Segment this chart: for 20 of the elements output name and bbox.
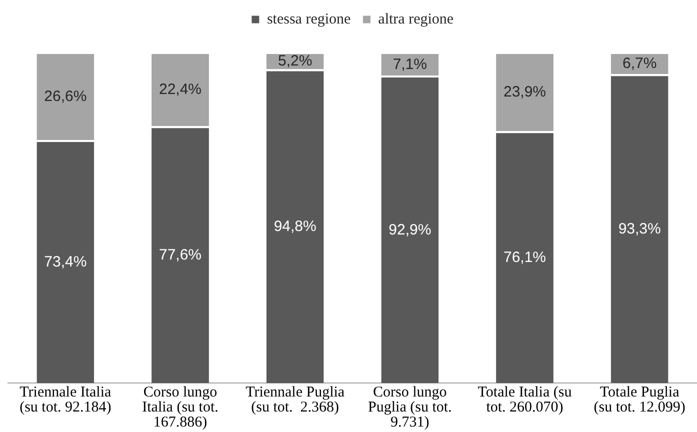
data-label: 7,1% — [392, 56, 428, 73]
x-tick-label: Totale Italia (su tot. 260.070) — [478, 384, 572, 416]
legend-label: altra regione — [378, 11, 454, 28]
data-label: 23,9% — [503, 84, 546, 101]
data-label: 26,6% — [44, 88, 87, 106]
data-label: 22,4% — [158, 81, 202, 98]
x-tick-label: Corso lungo Puglia (su tot. 9.731) — [368, 384, 452, 430]
data-label: 77,6% — [158, 246, 202, 264]
data-label: 92,9% — [388, 221, 432, 238]
data-label: 73,4% — [44, 254, 87, 271]
data-label: 94,8% — [274, 218, 316, 236]
data-label: 6,7% — [622, 55, 657, 72]
x-tick-label: Triennale Puglia (su tot. 2.368) — [246, 384, 345, 416]
x-tick-label: Triennale Italia (su tot. 92.184) — [20, 384, 112, 416]
legend-label: stessa regione — [266, 11, 352, 28]
x-tick-label: Corso lungo Italia (su tot. 167.886) — [142, 384, 218, 430]
data-label: 93,3% — [618, 220, 661, 238]
data-label: 76,1% — [503, 249, 546, 266]
data-label: 5,2% — [278, 52, 312, 70]
x-tick-label: Totale Puglia (su tot. 12.099) — [594, 384, 686, 416]
